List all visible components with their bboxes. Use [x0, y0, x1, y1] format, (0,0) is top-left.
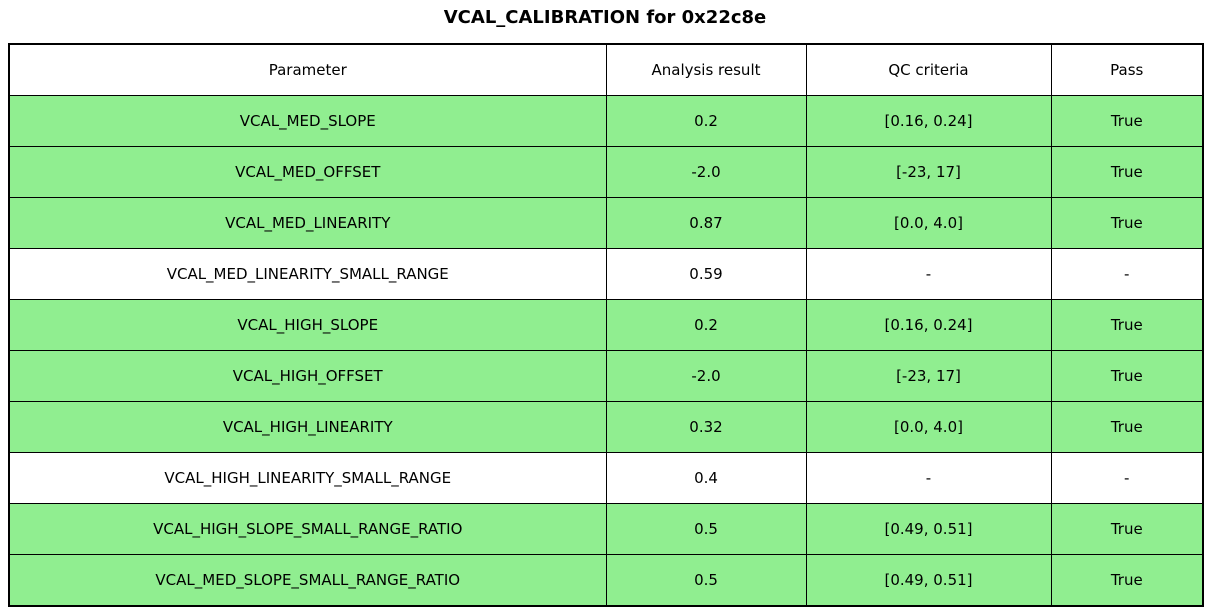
- cell-pass: -: [1050, 452, 1204, 504]
- cell-qc-criteria: [0.16, 0.24]: [805, 95, 1052, 147]
- table-row: VCAL_HIGH_LINEARITY 0.32 [0.0, 4.0] True: [8, 401, 1204, 453]
- column-header-analysis-result: Analysis result: [605, 43, 807, 96]
- cell-qc-criteria: -: [805, 248, 1052, 300]
- cell-parameter: VCAL_MED_LINEARITY: [8, 197, 607, 249]
- cell-qc-criteria: [0.49, 0.51]: [805, 503, 1052, 555]
- cell-analysis-result: 0.2: [605, 95, 807, 147]
- cell-pass: True: [1050, 503, 1204, 555]
- table-row: VCAL_MED_SLOPE_SMALL_RANGE_RATIO 0.5 [0.49…: [8, 554, 1204, 607]
- cell-parameter: VCAL_HIGH_LINEARITY: [8, 401, 607, 453]
- cell-analysis-result: 0.5: [605, 554, 807, 607]
- cell-pass: -: [1050, 248, 1204, 300]
- cell-qc-criteria: [-23, 17]: [805, 146, 1052, 198]
- qc-results-table: Parameter Analysis result QC criteria Pa…: [8, 43, 1204, 607]
- cell-qc-criteria: [0.0, 4.0]: [805, 197, 1052, 249]
- cell-pass: True: [1050, 146, 1204, 198]
- cell-parameter: VCAL_MED_OFFSET: [8, 146, 607, 198]
- cell-analysis-result: 0.5: [605, 503, 807, 555]
- cell-parameter: VCAL_HIGH_SLOPE_SMALL_RANGE_RATIO: [8, 503, 607, 555]
- table-row: VCAL_MED_LINEARITY_SMALL_RANGE 0.59- -: [8, 248, 1204, 300]
- cell-parameter: VCAL_MED_LINEARITY_SMALL_RANGE: [8, 248, 607, 300]
- cell-analysis-result: 0.4: [605, 452, 807, 504]
- cell-pass: True: [1050, 554, 1204, 607]
- cell-parameter: VCAL_HIGH_OFFSET: [8, 350, 607, 402]
- table-row: VCAL_HIGH_OFFSET -2.0 [-23, 17] True: [8, 350, 1204, 402]
- cell-qc-criteria: [0.49, 0.51]: [805, 554, 1052, 607]
- table-row: VCAL_HIGH_SLOPE 0.2 [0.16, 0.24] True: [8, 299, 1204, 351]
- table-row: VCAL_MED_OFFSET -2.0 [-23, 17] True: [8, 146, 1204, 198]
- cell-analysis-result: -2.0: [605, 350, 807, 402]
- cell-pass: True: [1050, 401, 1204, 453]
- column-header-qc-criteria: QC criteria: [805, 43, 1052, 96]
- table-row: VCAL_HIGH_SLOPE_SMALL_RANGE_RATIO 0.5 [0.4…: [8, 503, 1204, 555]
- table-row: VCAL_HIGH_LINEARITY_SMALL_RANGE 0.4- -: [8, 452, 1204, 504]
- cell-qc-criteria: [0.16, 0.24]: [805, 299, 1052, 351]
- table-row: VCAL_MED_LINEARITY 0.87 [0.0, 4.0] True: [8, 197, 1204, 249]
- cell-parameter: VCAL_HIGH_LINEARITY_SMALL_RANGE: [8, 452, 607, 504]
- cell-qc-criteria: [0.0, 4.0]: [805, 401, 1052, 453]
- cell-pass: True: [1050, 350, 1204, 402]
- table-row: VCAL_MED_SLOPE 0.2 [0.16, 0.24] True: [8, 95, 1204, 147]
- cell-pass: True: [1050, 95, 1204, 147]
- cell-pass: True: [1050, 299, 1204, 351]
- table-body: VCAL_MED_SLOPE 0.2 [0.16, 0.24] True VCAL_ME…: [8, 95, 1204, 607]
- cell-analysis-result: 0.32: [605, 401, 807, 453]
- cell-parameter: VCAL_MED_SLOPE_SMALL_RANGE_RATIO: [8, 554, 607, 607]
- chart-title: VCAL_CALIBRATION for 0x22c8e: [443, 7, 767, 28]
- cell-qc-criteria: [-23, 17]: [805, 350, 1052, 402]
- column-header-parameter: Parameter: [8, 43, 607, 96]
- cell-qc-criteria: -: [805, 452, 1052, 504]
- cell-analysis-result: -2.0: [605, 146, 807, 198]
- cell-analysis-result: 0.2: [605, 299, 807, 351]
- table-header-row: Parameter Analysis result QC criteria Pa…: [8, 43, 1204, 96]
- cell-parameter: VCAL_HIGH_SLOPE: [8, 299, 607, 351]
- cell-analysis-result: 0.87: [605, 197, 807, 249]
- cell-analysis-result: 0.59: [605, 248, 807, 300]
- column-header-pass: Pass: [1050, 43, 1204, 96]
- cell-pass: True: [1050, 197, 1204, 249]
- cell-parameter: VCAL_MED_SLOPE: [8, 95, 607, 147]
